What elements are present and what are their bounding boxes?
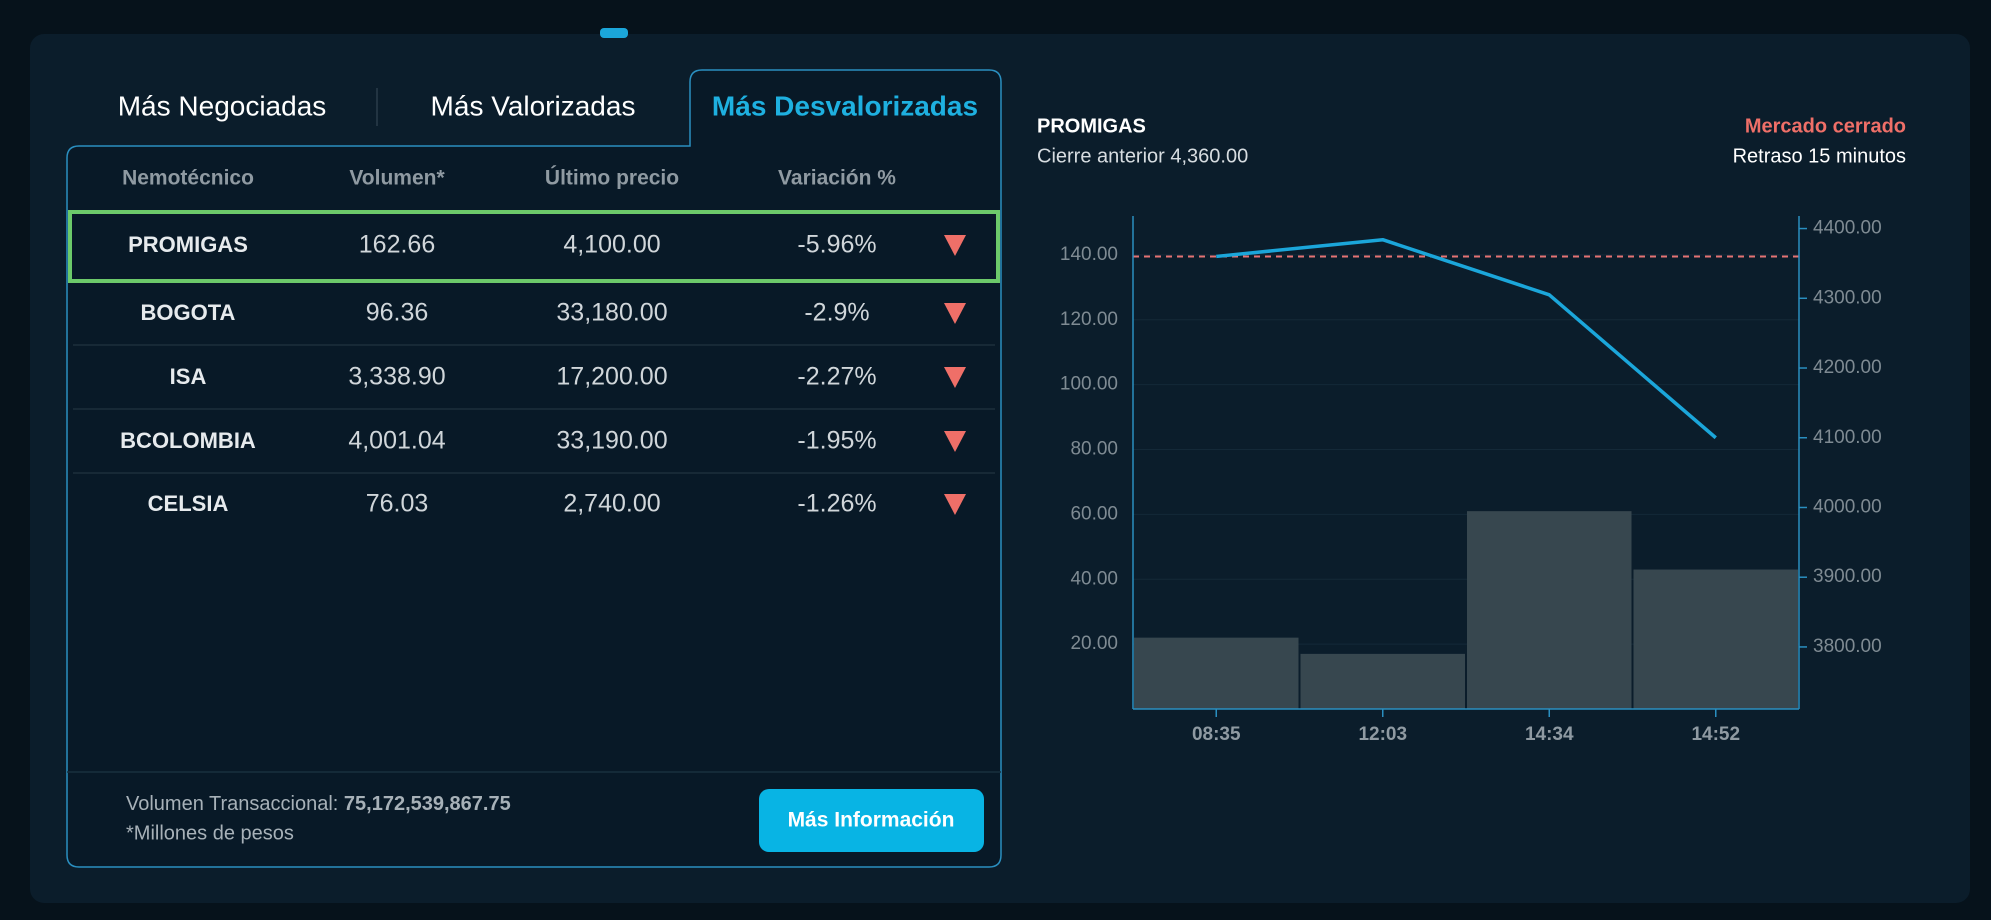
bar [1633, 569, 1798, 709]
cell: -2.27% [797, 363, 876, 391]
cell: -1.95% [797, 427, 876, 455]
row-highlight [68, 210, 1000, 283]
chart-title: PROMIGAS [1037, 115, 1146, 137]
y-tick-label: 140.00 [1060, 244, 1118, 265]
bar [1467, 511, 1632, 709]
column-header: Volumen* [349, 167, 445, 190]
x-tick-label: 14:34 [1525, 724, 1574, 745]
tab[interactable]: Más Valorizadas [431, 90, 636, 121]
down-arrow [944, 367, 966, 388]
cell: 33,180.00 [556, 299, 667, 327]
price-line [1216, 237, 1717, 440]
volume-value: 75,172,539,867.75 [344, 793, 511, 815]
table-panel [66, 69, 1002, 868]
y2-tick-label: 3800.00 [1813, 636, 1882, 657]
down-arrow [944, 431, 966, 452]
tab[interactable]: Más Negociadas [118, 90, 327, 121]
y-tick-label: 80.00 [1070, 439, 1118, 460]
cell: -1.26% [797, 490, 876, 518]
ticker: ISA [170, 364, 207, 389]
y2-tick-label: 4000.00 [1813, 496, 1882, 517]
ticker: BCOLOMBIA [120, 428, 256, 453]
chart-subtitle: Cierre anterior 4,360.00 [1037, 145, 1248, 167]
x-tick-label: 14:52 [1691, 724, 1740, 745]
button-label[interactable]: Más Información [788, 809, 955, 832]
cell: 2,740.00 [563, 490, 660, 518]
column-header: Nemotécnico [122, 167, 254, 190]
down-arrow [944, 494, 966, 515]
y2-tick-label: 3900.00 [1813, 566, 1882, 587]
y-tick-label: 60.00 [1070, 503, 1118, 524]
y2-tick-label: 4400.00 [1813, 218, 1882, 239]
y2-tick-label: 4100.00 [1813, 427, 1882, 448]
y2-tick-label: 4300.00 [1813, 287, 1882, 308]
y2-tick-label: 4200.00 [1813, 357, 1882, 378]
y-tick-label: 100.00 [1060, 374, 1118, 395]
down-arrow [944, 235, 966, 256]
market-status: Mercado cerrado [1745, 115, 1906, 137]
carousel-indicator [600, 28, 628, 38]
volume-text: Volumen Transaccional: 75,172,539,867.75 [126, 793, 511, 815]
cell: 76.03 [366, 490, 429, 518]
y-tick-label: 20.00 [1070, 633, 1118, 654]
cell: 162.66 [359, 231, 435, 259]
more-info-button[interactable] [759, 789, 984, 852]
y-tick-label: 40.00 [1070, 568, 1118, 589]
column-header: Variación % [778, 167, 896, 190]
footnote: *Millones de pesos [126, 822, 294, 844]
cell: 17,200.00 [556, 363, 667, 391]
bar [1300, 653, 1465, 709]
x-tick-label: 12:03 [1358, 724, 1407, 745]
cell: -5.96% [797, 231, 876, 259]
ticker: PROMIGAS [128, 232, 248, 257]
tab-active[interactable]: Más Desvalorizadas [712, 90, 978, 121]
cell: 4,100.00 [563, 231, 660, 259]
delay-note: Retraso 15 minutos [1733, 145, 1906, 167]
cell: -2.9% [804, 299, 869, 327]
cell: 4,001.04 [348, 427, 445, 455]
ticker: BOGOTA [141, 300, 236, 325]
down-arrow [944, 303, 966, 324]
cell: 33,190.00 [556, 427, 667, 455]
column-header: Último precio [545, 166, 679, 190]
y-tick-label: 120.00 [1060, 309, 1118, 330]
volume-label: Volumen Transaccional: [126, 793, 338, 815]
x-tick-label: 08:35 [1192, 724, 1241, 745]
ticker: CELSIA [148, 491, 229, 516]
cell: 96.36 [366, 299, 429, 327]
bar [1134, 637, 1299, 709]
cell: 3,338.90 [348, 363, 445, 391]
